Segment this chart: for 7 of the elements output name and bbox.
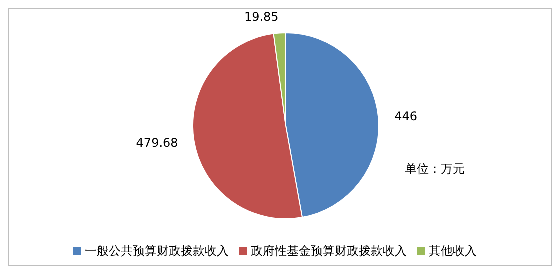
legend-label: 其他收入 [429, 244, 477, 258]
legend-label: 一般公共预算财政拨款收入 [85, 244, 229, 258]
legend-label: 政府性基金预算财政拨款收入 [251, 244, 407, 258]
text: 单位：万元 [405, 161, 465, 178]
data-label: 479.68 [136, 136, 178, 150]
data-label: 19.85 [244, 10, 279, 24]
data-label: 446 [394, 109, 418, 124]
